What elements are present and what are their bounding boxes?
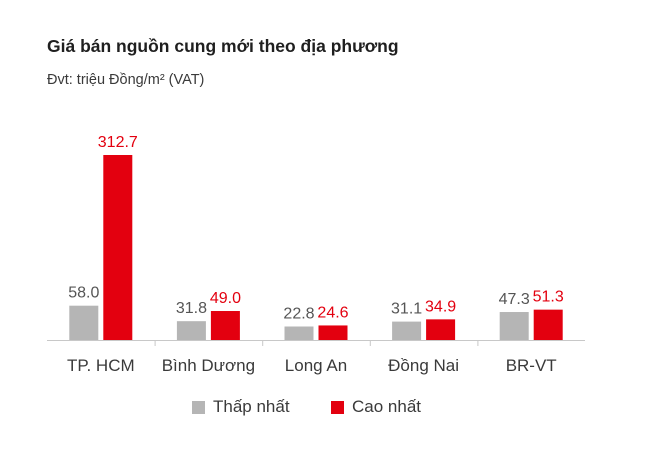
chart-title: Giá bán nguồn cung mới theo địa phương <box>47 36 399 56</box>
data-label: 51.3 <box>533 289 564 306</box>
data-label: 24.6 <box>317 304 348 321</box>
category-label: Bình Dương <box>162 356 255 375</box>
legend-swatch-high <box>331 400 344 414</box>
data-label: 47.3 <box>499 291 530 308</box>
data-label: 31.1 <box>391 301 422 318</box>
bar-low <box>392 321 422 340</box>
bar-high <box>426 319 456 340</box>
legend-item-low: Thấp nhất <box>192 397 290 417</box>
category-label: TP. HCM <box>67 356 135 375</box>
data-label: 34.9 <box>425 298 456 315</box>
bar-low <box>284 326 314 340</box>
category-label: Đồng Nai <box>388 356 459 375</box>
legend-swatch-low <box>192 400 205 414</box>
category-label: Long An <box>285 356 347 375</box>
data-label: 49.0 <box>210 290 241 307</box>
bar-high <box>210 311 240 340</box>
data-label: 58.0 <box>68 285 99 302</box>
bar-low <box>69 305 99 340</box>
bar-low <box>176 321 206 340</box>
legend-label-high: Cao nhất <box>352 397 421 416</box>
data-label: 22.8 <box>283 306 314 323</box>
bar-high <box>318 325 348 340</box>
legend-item-high: Cao nhất <box>331 397 421 417</box>
data-label: 31.8 <box>176 300 207 317</box>
data-label: 312.7 <box>98 134 138 151</box>
legend: Thấp nhất Cao nhất <box>0 397 655 421</box>
legend-label-low: Thấp nhất <box>213 397 290 416</box>
category-label: BR-VT <box>506 356 557 375</box>
bar-low <box>499 312 529 340</box>
chart-subtitle: Đvt: triệu Đồng/m² (VAT) <box>47 72 205 88</box>
bar-high <box>533 309 563 340</box>
bar-high <box>103 155 133 340</box>
